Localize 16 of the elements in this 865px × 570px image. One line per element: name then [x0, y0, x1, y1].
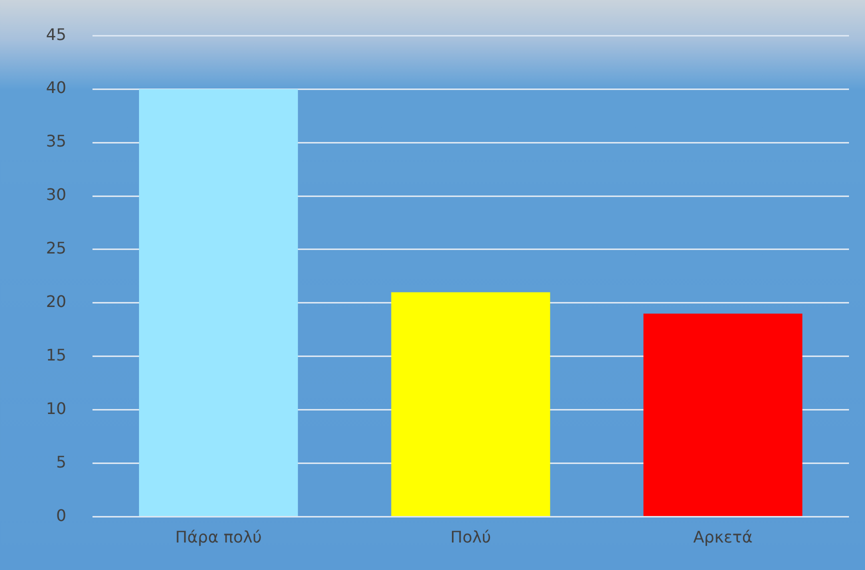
- x-tick-label: Πάρα πολύ: [175, 528, 262, 547]
- y-tick-label: 5: [56, 452, 66, 472]
- bar: [391, 292, 550, 516]
- x-tick-label: Αρκετά: [693, 528, 753, 547]
- y-tick-label: 30: [46, 185, 66, 204]
- y-tick-label: 45: [46, 24, 66, 44]
- y-tick-label: 20: [46, 292, 66, 312]
- bar: [643, 314, 802, 516]
- x-tick-label: Πολύ: [450, 528, 491, 547]
- y-tick-label: 15: [46, 346, 66, 365]
- bar: [139, 89, 298, 516]
- y-tick-label: 35: [46, 132, 66, 151]
- y-tick-label: 25: [46, 238, 66, 258]
- y-tick-label: 40: [46, 78, 66, 98]
- y-tick-label: 0: [56, 506, 66, 525]
- y-tick-label: 10: [46, 399, 66, 418]
